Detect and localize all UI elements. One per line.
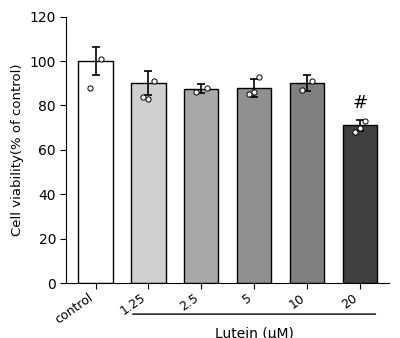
Point <box>203 85 210 90</box>
Point <box>246 92 252 97</box>
Point <box>251 89 257 95</box>
Bar <box>290 83 324 283</box>
Point <box>309 78 316 84</box>
Point <box>298 87 305 93</box>
Bar <box>237 88 271 283</box>
Y-axis label: Cell viability(% of control): Cell viability(% of control) <box>11 64 24 236</box>
Point <box>362 118 368 124</box>
Point <box>193 89 199 95</box>
Bar <box>78 61 113 283</box>
Text: Lutein (μM): Lutein (μM) <box>215 328 294 338</box>
Text: #: # <box>352 94 367 112</box>
Point <box>150 78 157 84</box>
Bar <box>184 89 218 283</box>
Point <box>351 129 358 135</box>
Bar <box>131 83 166 283</box>
Bar <box>343 125 377 283</box>
Point <box>145 96 152 101</box>
Point <box>98 56 104 62</box>
Point <box>87 85 94 90</box>
Point <box>256 74 262 79</box>
Point <box>140 94 146 99</box>
Point <box>357 125 363 130</box>
